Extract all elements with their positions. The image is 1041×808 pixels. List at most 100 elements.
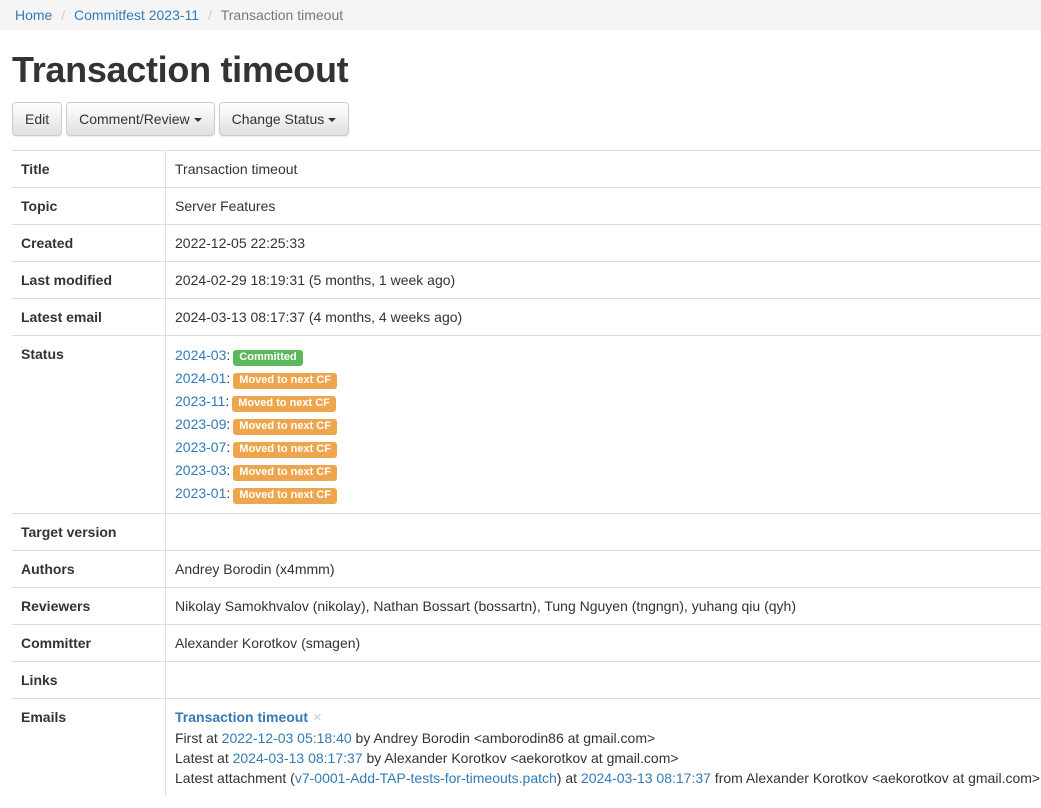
status-commitfest-link[interactable]: 2023-07 bbox=[175, 438, 227, 455]
table-row-links: Links bbox=[12, 660, 1041, 699]
email-attachment-prefix: Latest attachment ( bbox=[175, 769, 295, 786]
breadcrumb: Home / Commitfest 2023-11 / Transaction … bbox=[0, 0, 1041, 30]
table-row-topic: Topic Server Features bbox=[12, 186, 1041, 225]
status-entry: 2024-03: Committed bbox=[175, 344, 1032, 367]
status-entry: 2023-11: Moved to next CF bbox=[175, 390, 1032, 413]
status-commitfest-link[interactable]: 2023-01 bbox=[175, 484, 227, 501]
row-value-authors: Andrey Borodin (x4mmm) bbox=[165, 549, 1041, 588]
table-row-target-version: Target version bbox=[12, 512, 1041, 551]
page-title: Transaction timeout bbox=[12, 49, 349, 90]
row-value-latest-email: 2024-03-13 08:17:37 (4 months, 4 weeks a… bbox=[165, 297, 1041, 336]
row-label-title: Title bbox=[12, 149, 166, 188]
status-entry: 2023-07: Moved to next CF bbox=[175, 436, 1032, 459]
breadcrumb-separator-1: / bbox=[61, 7, 66, 23]
status-list: 2024-03: Committed 2024-01: Moved to next C… bbox=[175, 344, 1032, 505]
change-status-dropdown-button[interactable]: Change Status bbox=[218, 101, 350, 136]
edit-button-label: Edit bbox=[25, 110, 50, 127]
email-attachment-date-link[interactable]: 2024-03-13 08:17:37 bbox=[580, 769, 711, 786]
page-container: Transaction timeout Edit Comment/Review Ch… bbox=[0, 50, 1041, 796]
status-badge: Moved to next CF bbox=[233, 464, 337, 481]
status-colon: : bbox=[226, 415, 231, 432]
row-value-committer: Alexander Korotkov (smagen) bbox=[165, 623, 1041, 662]
table-row-title: Title Transaction timeout bbox=[12, 149, 1041, 188]
row-value-target-version bbox=[165, 512, 1041, 551]
row-value-topic: Server Features bbox=[165, 186, 1041, 225]
patch-detail-table: Title Transaction timeout Topic Server F… bbox=[12, 149, 1041, 796]
row-label-authors: Authors bbox=[12, 549, 166, 588]
action-toolbar: Edit Comment/Review Change Status bbox=[12, 101, 1029, 136]
status-badge: Moved to next CF bbox=[233, 372, 337, 389]
row-value-reviewers: Nikolay Samokhvalov (nikolay), Nathan Bo… bbox=[165, 586, 1041, 625]
row-value-emails: Transaction timeout × First at 2022-12-03… bbox=[165, 697, 1041, 796]
status-badge: Moved to next CF bbox=[233, 487, 337, 504]
table-row-authors: Authors Andrey Borodin (x4mmm) bbox=[12, 549, 1041, 588]
close-icon[interactable]: × bbox=[313, 708, 322, 726]
email-thread-subject-link[interactable]: Transaction timeout bbox=[175, 708, 309, 725]
row-label-latest-email: Latest email bbox=[12, 297, 166, 336]
row-label-links: Links bbox=[12, 660, 166, 699]
breadcrumb-link-commitfest[interactable]: Commitfest 2023-11 bbox=[74, 7, 200, 23]
table-row-committer: Committer Alexander Korotkov (smagen) bbox=[12, 623, 1041, 662]
breadcrumb-separator-2: / bbox=[207, 7, 212, 23]
status-badge: Committed bbox=[233, 349, 303, 366]
comment-review-button-label: Comment/Review bbox=[79, 110, 190, 127]
email-first-date-link[interactable]: 2022-12-03 05:18:40 bbox=[221, 729, 352, 746]
breadcrumb-list: Home / Commitfest 2023-11 / Transaction … bbox=[15, 8, 1026, 22]
status-commitfest-link[interactable]: 2023-03 bbox=[175, 461, 227, 478]
status-colon: : bbox=[226, 346, 231, 363]
row-label-reviewers: Reviewers bbox=[12, 586, 166, 625]
email-first-suffix: by Andrey Borodin <amborodin86 at gmail.… bbox=[351, 729, 656, 746]
email-attachment-line: Latest attachment (v7-0001-Add-TAP-tests… bbox=[175, 768, 1040, 788]
email-first-line: First at 2022-12-03 05:18:40 by Andrey B… bbox=[175, 728, 1032, 748]
breadcrumb-item-current: Transaction timeout bbox=[220, 7, 344, 23]
status-entry: 2023-03: Moved to next CF bbox=[175, 459, 1032, 482]
email-latest-line: Latest at 2024-03-13 08:17:37 by Alexand… bbox=[175, 748, 1032, 768]
row-value-created: 2022-12-05 22:25:33 bbox=[165, 223, 1041, 262]
row-label-target-version: Target version bbox=[12, 512, 166, 551]
chevron-down-icon bbox=[193, 117, 202, 122]
status-commitfest-link[interactable]: 2024-03 bbox=[175, 346, 227, 363]
breadcrumb-link-home[interactable]: Home bbox=[15, 7, 53, 23]
email-attachment-link[interactable]: v7-0001-Add-TAP-tests-for-timeouts.patch bbox=[294, 769, 557, 786]
row-label-topic: Topic bbox=[12, 186, 166, 225]
table-row-latest-email: Latest email 2024-03-13 08:17:37 (4 mont… bbox=[12, 297, 1041, 336]
row-label-created: Created bbox=[12, 223, 166, 262]
status-badge: Moved to next CF bbox=[233, 441, 337, 458]
table-row-status: Status 2024-03: Committed 2024-01: Moved to… bbox=[12, 334, 1041, 514]
status-entry: 2023-01: Moved to next CF bbox=[175, 482, 1032, 505]
row-value-status: 2024-03: Committed 2024-01: Moved to next C… bbox=[165, 334, 1041, 514]
chevron-down-icon bbox=[328, 117, 337, 122]
row-value-links bbox=[165, 660, 1041, 699]
comment-review-dropdown-button[interactable]: Comment/Review bbox=[66, 101, 215, 136]
row-value-title: Transaction timeout bbox=[165, 149, 1041, 188]
email-latest-prefix: Latest at bbox=[175, 749, 233, 766]
status-colon: : bbox=[226, 438, 231, 455]
email-latest-suffix: by Alexander Korotkov <aekorotkov at gma… bbox=[362, 749, 679, 766]
status-badge: Moved to next CF bbox=[232, 395, 336, 412]
row-label-emails: Emails bbox=[12, 697, 166, 796]
status-badge: Moved to next CF bbox=[233, 418, 337, 435]
row-label-status: Status bbox=[12, 334, 166, 514]
email-first-prefix: First at bbox=[175, 729, 222, 746]
status-colon: : bbox=[226, 461, 231, 478]
table-row-created: Created 2022-12-05 22:25:33 bbox=[12, 223, 1041, 262]
row-label-last-modified: Last modified bbox=[12, 260, 166, 299]
status-colon: : bbox=[225, 392, 230, 409]
table-row-emails: Emails Transaction timeout × First at 202… bbox=[12, 697, 1041, 796]
status-colon: : bbox=[226, 369, 231, 386]
row-value-last-modified: 2024-02-29 18:19:31 (5 months, 1 week ag… bbox=[165, 260, 1041, 299]
status-commitfest-link[interactable]: 2023-09 bbox=[175, 415, 227, 432]
table-row-reviewers: Reviewers Nikolay Samokhvalov (nikolay),… bbox=[12, 586, 1041, 625]
email-attachment-mid: ) at bbox=[556, 769, 581, 786]
breadcrumb-item-home[interactable]: Home bbox=[15, 7, 52, 23]
breadcrumb-item-commitfest[interactable]: Commitfest 2023-11 bbox=[74, 7, 199, 23]
status-commitfest-link[interactable]: 2023-11 bbox=[175, 392, 226, 409]
email-latest-date-link[interactable]: 2024-03-13 08:17:37 bbox=[232, 749, 363, 766]
table-row-last-modified: Last modified 2024-02-29 18:19:31 (5 mon… bbox=[12, 260, 1041, 299]
status-entry: 2023-09: Moved to next CF bbox=[175, 413, 1032, 436]
change-status-button-label: Change Status bbox=[231, 110, 325, 127]
edit-button[interactable]: Edit bbox=[12, 101, 63, 136]
status-entry: 2024-01: Moved to next CF bbox=[175, 367, 1032, 390]
status-commitfest-link[interactable]: 2024-01 bbox=[175, 369, 227, 386]
email-thread: Transaction timeout × First at 2022-12-03… bbox=[175, 707, 1040, 788]
